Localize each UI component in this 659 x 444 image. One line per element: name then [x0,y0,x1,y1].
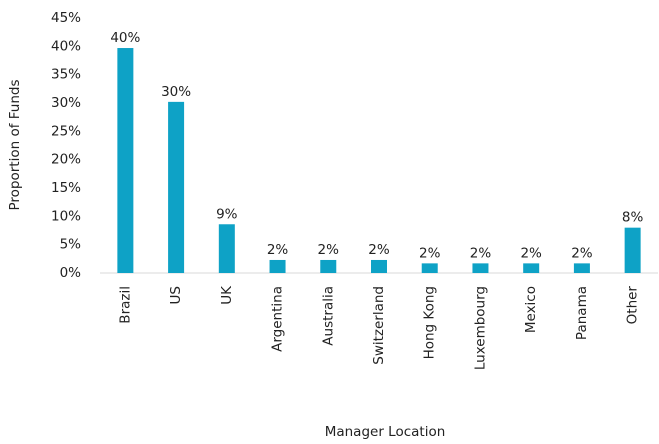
x-tick-label: UK [219,285,235,305]
bar [523,263,540,273]
bar [624,227,641,273]
y-tick-label: 25% [51,123,81,139]
value-label: 40% [110,30,140,46]
value-label: 8% [622,210,644,226]
y-tick-label: 0% [60,265,82,281]
bar [472,263,489,273]
value-label: 2% [571,245,593,261]
bar [320,259,337,273]
y-tick-label: 10% [51,208,81,224]
x-tick-label: Luxembourg [472,286,488,370]
y-axis-title: Proportion of Funds [7,80,23,211]
x-axis-title: Manager Location [325,424,446,440]
value-label: 2% [318,242,340,258]
x-tick-label: Panama [574,286,590,340]
bar [421,263,438,273]
y-tick-label: 20% [51,152,81,168]
x-tick-label: US [168,286,184,304]
bar [218,224,235,273]
value-label: 30% [161,84,191,100]
value-label: 2% [368,242,390,258]
y-tick-label: 30% [51,95,81,111]
bar [573,263,590,273]
x-tick-label: Australia [320,286,336,346]
y-tick-label: 40% [51,38,81,54]
y-tick-label: 35% [51,67,81,83]
x-tick-label: Other [625,286,641,325]
y-tick-label: 15% [51,180,81,196]
y-tick-label: 5% [60,237,82,253]
bar [371,259,387,273]
bar [117,48,134,274]
x-tick-label: Hong Kong [422,286,438,359]
y-tick-label: 45% [51,10,81,26]
x-tick-label: Switzerland [371,286,387,365]
value-label: 9% [216,206,238,222]
value-label: 2% [267,242,289,258]
value-label: 2% [520,245,542,261]
x-tick-label: Argentina [270,286,286,352]
x-tick-label: Brazil [117,286,133,324]
x-tick-label: Mexico [523,286,539,333]
value-label: 2% [470,245,492,261]
bar [168,101,185,273]
bar [269,259,286,273]
value-label: 2% [419,245,441,261]
